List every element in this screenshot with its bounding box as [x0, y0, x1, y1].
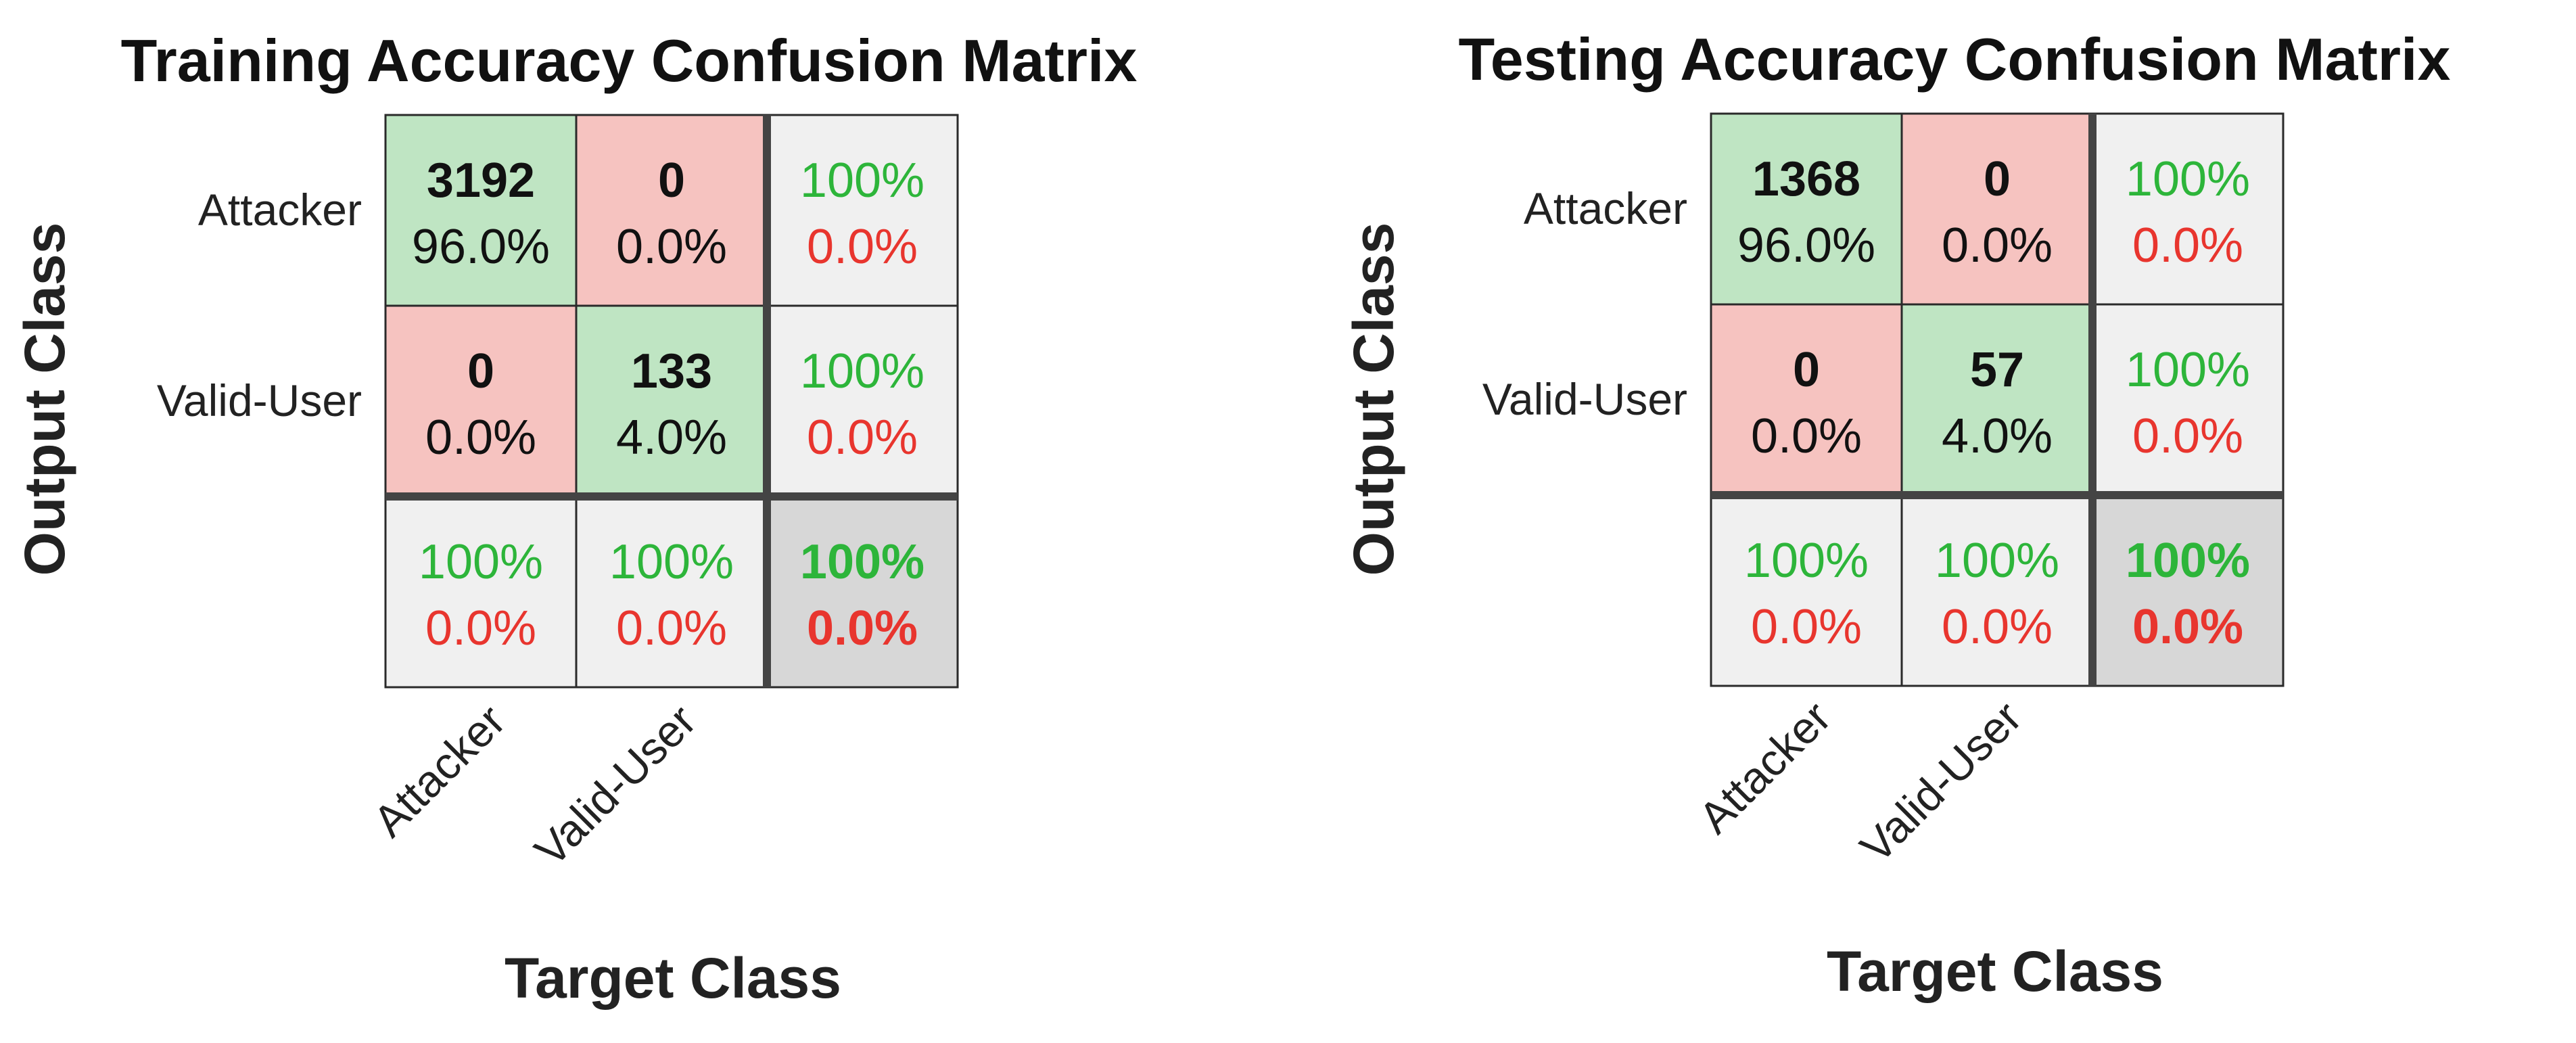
column-summary-cell: [575, 495, 768, 689]
column-summary-cell: [1900, 494, 2094, 687]
error-cell: [575, 114, 768, 307]
correct-cell: [1710, 112, 1903, 306]
cell-percent: 4.0%: [1942, 409, 2053, 463]
row-summary-correct: 100%: [2126, 343, 2250, 397]
y-axis-label: Output Class: [1342, 223, 1405, 576]
error-cell: [384, 304, 578, 498]
cell-count: 3192: [427, 154, 535, 208]
y-axis-label: Output Class: [13, 223, 76, 576]
column-class-label: Attacker: [1689, 692, 1840, 843]
column-summary-cell: [1710, 494, 1903, 687]
cell-count: 133: [631, 344, 712, 398]
cell-count: 0: [467, 344, 494, 398]
row-summary-cell: [766, 304, 959, 498]
error-cell: [1900, 112, 2094, 306]
cell-percent: 0.0%: [1942, 218, 2053, 273]
overall-error: 0.0%: [807, 601, 918, 655]
cell-percent: 0.0%: [1751, 409, 1862, 463]
row-summary-cell: [2091, 303, 2285, 496]
row-summary-error: 0.0%: [807, 411, 918, 465]
row-class-label: Valid-User: [157, 375, 362, 425]
row-summary-cell: [2091, 112, 2285, 306]
column-class-label: Valid-User: [525, 695, 705, 876]
row-summary-error: 0.0%: [807, 220, 918, 274]
cell-count: 0: [1984, 152, 2011, 206]
chart-title: Training Accuracy Confusion Matrix: [121, 27, 1138, 94]
cell-percent: 96.0%: [1737, 218, 1875, 273]
confusion-matrix-panel-2: Testing Accuracy Confusion Matrix Output …: [1342, 26, 2451, 1003]
row-summary-correct: 100%: [2126, 152, 2250, 206]
column-summary-error: 0.0%: [1942, 600, 2053, 654]
cell-count: 57: [1970, 343, 2024, 397]
cell-percent: 0.0%: [425, 411, 536, 465]
column-summary-cell: [384, 495, 578, 689]
row-class-label: Attacker: [1524, 183, 1687, 233]
x-axis-label: Target Class: [1827, 940, 2163, 1003]
row-summary-error: 0.0%: [2132, 409, 2243, 463]
column-summary-error: 0.0%: [425, 601, 536, 655]
row-class-label: Valid-User: [1482, 374, 1687, 424]
overall-correct: 100%: [2126, 534, 2250, 588]
row-summary-correct: 100%: [800, 154, 924, 208]
cell-count: 0: [1793, 343, 1820, 397]
row-summary-error: 0.0%: [2132, 218, 2243, 273]
row-summary-cell: [766, 114, 959, 307]
overall-correct: 100%: [800, 535, 924, 589]
cell-count: 1368: [1752, 152, 1860, 206]
column-summary-correct: 100%: [609, 535, 734, 589]
column-summary-correct: 100%: [1744, 534, 1869, 588]
row-class-label: Attacker: [198, 185, 362, 235]
cell-count: 0: [658, 154, 685, 208]
column-class-label: Valid-User: [1850, 692, 2031, 873]
column-summary-error: 0.0%: [616, 601, 727, 655]
correct-cell: [384, 114, 578, 307]
chart-title: Testing Accuracy Confusion Matrix: [1459, 26, 2451, 93]
overall-accuracy-cell: [2091, 494, 2285, 687]
column-summary-correct: 100%: [419, 535, 543, 589]
column-summary-correct: 100%: [1935, 534, 2059, 588]
error-cell: [1710, 303, 1903, 496]
x-axis-label: Target Class: [505, 946, 841, 1010]
cell-percent: 4.0%: [616, 411, 727, 465]
correct-cell: [575, 304, 768, 498]
column-summary-error: 0.0%: [1751, 600, 1862, 654]
column-class-label: Attacker: [363, 695, 515, 847]
row-summary-correct: 100%: [800, 344, 924, 398]
overall-accuracy-cell: [766, 495, 959, 689]
cell-percent: 0.0%: [616, 220, 727, 274]
correct-cell: [1900, 303, 2094, 496]
cell-percent: 96.0%: [412, 220, 550, 274]
overall-error: 0.0%: [2132, 600, 2243, 654]
confusion-matrix-panel-1: Training Accuracy Confusion Matrix Output…: [13, 27, 1137, 1010]
